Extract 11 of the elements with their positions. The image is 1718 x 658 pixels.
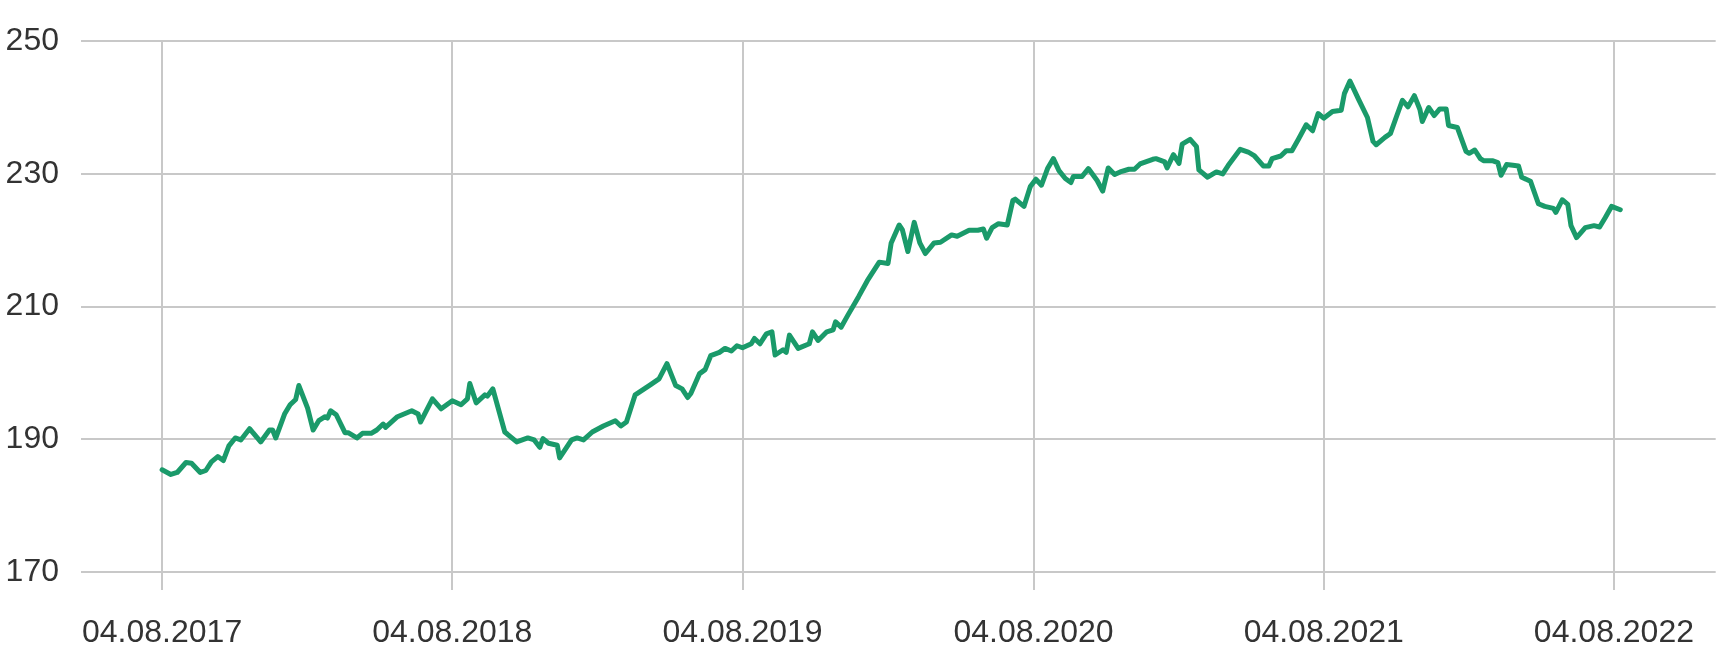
x-tick-label: 04.08.2018: [372, 613, 533, 650]
x-tick-label: 04.08.2022: [1533, 613, 1694, 650]
x-tick-label: 04.08.2020: [953, 613, 1114, 650]
y-tick-label: 210: [5, 286, 59, 323]
y-tick-label: 190: [5, 419, 59, 456]
x-tick-label: 04.08.2019: [662, 613, 823, 650]
y-tick-label: 170: [5, 551, 59, 588]
y-tick-label: 250: [5, 21, 59, 58]
y-tick-label: 230: [5, 153, 59, 190]
x-tick-label: 04.08.2017: [82, 613, 243, 650]
x-tick-label: 04.08.2021: [1243, 613, 1404, 650]
